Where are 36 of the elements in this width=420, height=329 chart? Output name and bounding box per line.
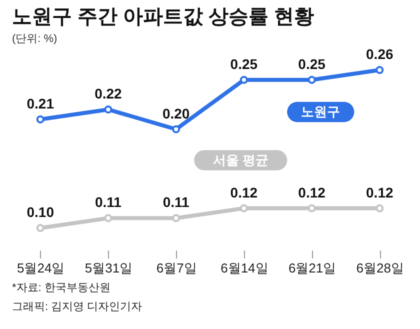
x-tick-label: 6월7일	[156, 260, 197, 276]
x-tick-label: 5월31일	[84, 260, 133, 276]
chart-subtitle: (단위: %)	[12, 33, 58, 45]
point	[240, 204, 248, 212]
point	[172, 214, 180, 222]
data-label: 0.10	[26, 204, 54, 220]
point	[36, 115, 44, 124]
x-tick-label: 6월28일	[356, 260, 404, 276]
point	[36, 224, 44, 232]
data-label: 0.25	[230, 56, 258, 72]
text: 서울 평균	[212, 152, 268, 168]
point	[104, 214, 112, 222]
data-label: 0.22	[94, 86, 122, 102]
data-label: 0.11	[94, 194, 122, 210]
series-label: 노원구	[301, 104, 340, 119]
data-label: 0.25	[298, 56, 326, 72]
point	[308, 76, 316, 84]
data-label: 0.12	[230, 184, 258, 200]
point	[308, 204, 316, 212]
x-tick-label: 6월14일	[220, 260, 268, 276]
x-tick-label: 6월21일	[288, 260, 336, 276]
chart-title: 노원구 주간 아파트값 상승률 현황	[12, 6, 314, 28]
data-label: 0.12	[366, 184, 394, 200]
text: 그래픽: 김지영 디자인기자	[12, 301, 142, 313]
point	[104, 106, 112, 114]
x-tick-label: 5월24일	[17, 260, 65, 276]
data-label: 0.12	[298, 184, 326, 200]
point	[172, 125, 180, 134]
point	[376, 204, 384, 212]
text: *자료: 한국부동산원	[12, 282, 110, 294]
data-label: 0.21	[26, 95, 54, 112]
data-label: 0.20	[162, 105, 190, 122]
data-label: 0.26	[366, 46, 394, 62]
point	[240, 76, 248, 84]
data-label: 0.11	[162, 194, 190, 210]
point	[376, 66, 384, 74]
